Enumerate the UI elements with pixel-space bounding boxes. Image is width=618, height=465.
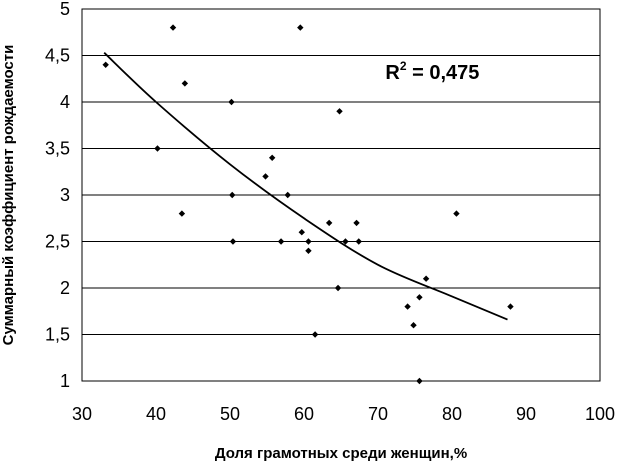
y-tick-label: 3 bbox=[60, 185, 70, 205]
y-tick-label: 4,5 bbox=[45, 46, 70, 66]
data-point bbox=[507, 303, 514, 310]
data-points bbox=[102, 24, 514, 385]
data-point bbox=[416, 294, 423, 301]
data-point bbox=[422, 275, 430, 282]
data-point bbox=[298, 229, 305, 236]
data-point bbox=[178, 210, 186, 217]
y-tick-label: 1,5 bbox=[45, 325, 70, 345]
data-point bbox=[181, 80, 189, 87]
x-tick-label: 60 bbox=[294, 404, 314, 424]
x-tick-label: 40 bbox=[146, 404, 166, 424]
y-tick-label: 2 bbox=[60, 278, 70, 298]
y-tick-labels: 1 1,5 2 2,5 3 3,5 4 4,5 5 bbox=[45, 0, 70, 391]
data-point bbox=[325, 219, 333, 227]
x-tick-label: 30 bbox=[72, 404, 92, 424]
y-tick-label: 3,5 bbox=[45, 139, 70, 159]
data-point bbox=[410, 322, 417, 329]
data-point bbox=[277, 238, 285, 245]
r-squared-base: R bbox=[385, 62, 400, 84]
data-point bbox=[102, 61, 109, 68]
data-point bbox=[169, 24, 177, 31]
trendline bbox=[103, 52, 508, 321]
r-squared-annotation: R2 = 0,475 bbox=[385, 59, 479, 84]
y-tick-label: 2,5 bbox=[45, 232, 70, 252]
data-point bbox=[334, 284, 342, 292]
y-tick-label: 1 bbox=[60, 371, 70, 391]
x-tick-label: 80 bbox=[442, 404, 462, 424]
data-point bbox=[268, 154, 276, 161]
data-point bbox=[297, 24, 304, 31]
data-point bbox=[305, 238, 312, 245]
data-point bbox=[262, 173, 269, 180]
data-point bbox=[284, 191, 291, 199]
data-point bbox=[336, 108, 343, 115]
x-tick-label: 90 bbox=[516, 404, 536, 424]
data-point bbox=[229, 238, 237, 245]
data-point bbox=[311, 331, 319, 338]
y-tick-label: 4 bbox=[60, 92, 70, 112]
x-axis-title: Доля грамотных среди женщин,% bbox=[215, 445, 467, 462]
data-point bbox=[355, 238, 362, 245]
y-tick-label: 5 bbox=[60, 0, 70, 19]
data-point bbox=[305, 247, 312, 254]
data-point bbox=[404, 303, 411, 310]
x-tick-label: 50 bbox=[220, 404, 240, 424]
data-point bbox=[342, 238, 349, 245]
x-tick-label: 70 bbox=[368, 404, 388, 424]
x-tick-labels: 30 40 50 60 70 80 90 100 bbox=[72, 404, 615, 424]
data-point bbox=[154, 145, 161, 152]
x-tick-label: 100 bbox=[585, 404, 615, 424]
data-point bbox=[229, 191, 236, 199]
data-point bbox=[228, 98, 235, 106]
data-point bbox=[453, 210, 460, 217]
data-point bbox=[416, 377, 423, 385]
gridlines bbox=[82, 55, 600, 335]
r-squared-superscript: 2 bbox=[400, 59, 407, 73]
y-axis-title: Суммарный коэффициент рождаемости bbox=[0, 45, 17, 346]
data-point bbox=[353, 219, 360, 227]
r-squared-value: = 0,475 bbox=[407, 62, 480, 84]
